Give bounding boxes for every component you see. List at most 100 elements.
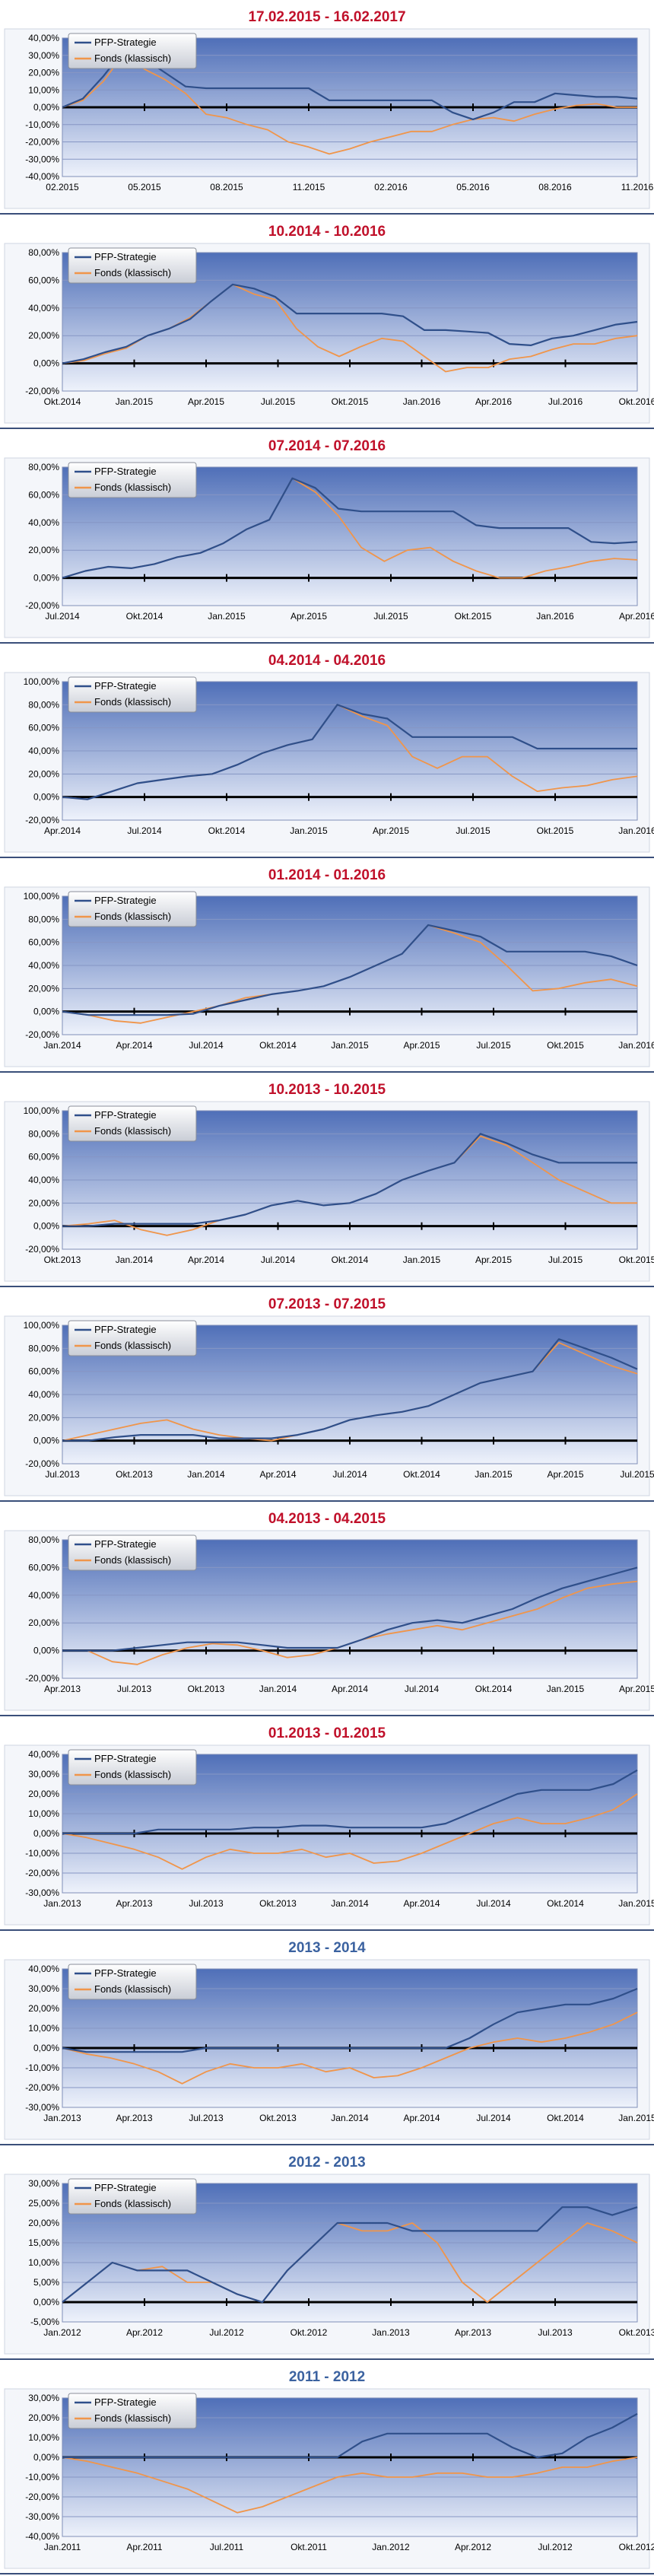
y-tick-label: 60,00% [28, 1562, 59, 1573]
series-line-strategy [62, 924, 638, 1016]
x-tick-label: Jul.2014 [476, 2113, 511, 2123]
x-tick-label: Okt.2014 [259, 1040, 297, 1051]
y-tick-label: 40,00% [28, 517, 59, 528]
y-tick-label: 20,00% [28, 2412, 59, 2423]
y-tick-label: -30,00% [25, 1887, 59, 1898]
y-tick-label: 30,00% [28, 2178, 59, 2189]
x-tick-label: Jan.2011 [44, 2542, 81, 2552]
y-tick-label: -30,00% [25, 2511, 59, 2522]
y-tick-label: -20,00% [25, 1673, 59, 1684]
x-tick-label: Jul.2015 [261, 396, 296, 407]
legend-label: Fonds (klassisch) [94, 696, 171, 708]
y-tick-label: 100,00% [24, 676, 60, 687]
x-tick-label: Okt.2013 [44, 1255, 81, 1265]
y-tick-label: 10,00% [28, 1808, 59, 1819]
x-tick-label: Jan.2015 [403, 1255, 441, 1265]
y-tick-label: 40,00% [28, 1389, 59, 1400]
x-tick-label: Jan.2014 [116, 1255, 154, 1265]
legend-label: PFP-Strategie [94, 466, 157, 477]
x-tick-label: 02.2016 [374, 182, 408, 192]
x-tick-label: Jan.2014 [331, 1898, 369, 1909]
line-chart: 80,00%60,00%40,00%20,00%0,00%-20,00%Jul.… [4, 457, 654, 638]
y-tick-label: 0,00% [33, 1828, 59, 1839]
chart-title: 10.2013 - 10.2015 [268, 1082, 386, 1098]
y-tick-label: 80,00% [28, 914, 59, 924]
y-tick-label: 40,00% [28, 1749, 59, 1760]
x-tick-label: 02.2015 [46, 182, 79, 192]
chart-panel: 2011 - 2012 30,00% 20,00% 10,00% 0,00% -10,00… [0, 2360, 654, 2574]
x-tick-label: Okt.2014 [547, 2113, 584, 2123]
series-line-strategy [62, 1566, 638, 1652]
legend-label: PFP-Strategie [94, 1967, 157, 1979]
y-tick-label: 40,00% [28, 746, 59, 756]
line-chart: 40,00% 30,00% 20,00% 10,00% 0,00% -10,00% -20,… [4, 28, 654, 209]
line-chart: 40,00% 30,00% 20,00% 10,00% 0,00% -10,00% -20,… [4, 1959, 654, 2140]
series-line-strategy [62, 477, 638, 579]
x-tick-label: Okt.2014 [403, 1469, 440, 1480]
x-tick-label: Okt.2012 [619, 2542, 654, 2552]
chart-title: 10.2014 - 10.2016 [268, 224, 386, 240]
y-tick-label: -5,00% [30, 2317, 59, 2327]
x-tick-label: Apr.2014 [259, 1469, 296, 1480]
x-tick-label: Jan.2014 [43, 1040, 81, 1051]
y-tick-label: 0,00% [33, 1007, 59, 1017]
line-chart: 100,00% 80,00% 60,00% 40,00% 20,00% 0,00% -20,… [4, 886, 654, 1067]
legend [68, 1320, 197, 1356]
chart-panel: 10.2014 - 10.2016 80,00% 60,00% 40,00% 20,00… [0, 215, 654, 429]
y-tick-label: -30,00% [25, 2102, 59, 2113]
legend [68, 2178, 197, 2215]
chart-panel: 07.2013 - 07.2015 100,00% 80,00% 60,00% 40,0… [0, 1287, 654, 1502]
x-tick-label: Jan.2015 [618, 1898, 654, 1909]
legend [68, 462, 197, 498]
x-tick-label: Jul.2014 [127, 825, 162, 836]
y-tick-label: -20,00% [25, 1458, 59, 1469]
line-chart: 30,00% 20,00% 10,00% 0,00% -10,00% -20,00% -30… [4, 2388, 654, 2569]
x-tick-label: Apr.2013 [44, 1684, 81, 1694]
line-chart: 40,00% 30,00% 20,00% 10,00% 0,00% -10,00% -20,… [4, 1744, 654, 1926]
y-tick-label: 25,00% [28, 2198, 59, 2209]
series-line-fund [62, 52, 637, 155]
chart-panel: 04.2013 - 04.2015 80,00% 60,00% 40,00% 20,00… [0, 1502, 654, 1716]
chart-title: 07.2013 - 07.2015 [268, 1296, 386, 1312]
legend [68, 247, 197, 284]
x-tick-label: Jul.2014 [405, 1684, 440, 1694]
y-tick-label: -20,00% [25, 1029, 59, 1040]
chart-title: 01.2014 - 01.2016 [268, 867, 386, 883]
chart-title: 07.2014 - 07.2016 [268, 438, 386, 454]
x-tick-label: Jan.2014 [331, 2113, 369, 2123]
series-line-fund [62, 2012, 638, 2085]
y-tick-label: 40,00% [28, 960, 59, 971]
y-tick-label: 40,00% [28, 1175, 59, 1185]
chart-title: 04.2013 - 04.2015 [268, 1511, 386, 1527]
y-tick-label: 20,00% [28, 68, 59, 78]
y-tick-label: 20,00% [28, 2003, 59, 2014]
x-tick-label: Jul.2013 [189, 2113, 224, 2123]
y-tick-label: 20,00% [28, 983, 59, 994]
y-tick-label: -20,00% [25, 1244, 59, 1255]
y-tick-label: 30,00% [28, 50, 59, 61]
legend-label: PFP-Strategie [94, 895, 157, 906]
legend [68, 2393, 197, 2429]
legend [68, 1964, 197, 2000]
x-tick-label: Okt.2013 [259, 1898, 297, 1909]
x-tick-label: Jul.2014 [261, 1255, 296, 1265]
x-tick-label: Jul.2013 [189, 1898, 224, 1909]
y-tick-label: 60,00% [28, 1152, 59, 1162]
series-line-strategy [62, 704, 637, 800]
y-tick-label: -30,00% [25, 154, 59, 164]
x-tick-label: Jan.2014 [187, 1469, 225, 1480]
x-tick-label: Apr.2016 [619, 611, 654, 622]
legend-label: PFP-Strategie [94, 1109, 157, 1121]
chart-title: 17.02.2015 - 16.02.2017 [248, 9, 406, 25]
y-tick-label: 100,00% [24, 891, 60, 902]
y-tick-label: 0,00% [33, 1436, 59, 1446]
x-tick-label: Okt.2015 [619, 1255, 654, 1265]
y-tick-label: 0,00% [33, 2043, 59, 2053]
y-tick-label: 30,00% [28, 1983, 59, 1994]
x-tick-label: Jul.2014 [332, 1469, 367, 1480]
x-tick-label: Jan.2015 [208, 611, 246, 622]
legend-label: PFP-Strategie [94, 37, 157, 48]
series-line-strategy [62, 283, 638, 364]
series-line-strategy [62, 1338, 638, 1442]
